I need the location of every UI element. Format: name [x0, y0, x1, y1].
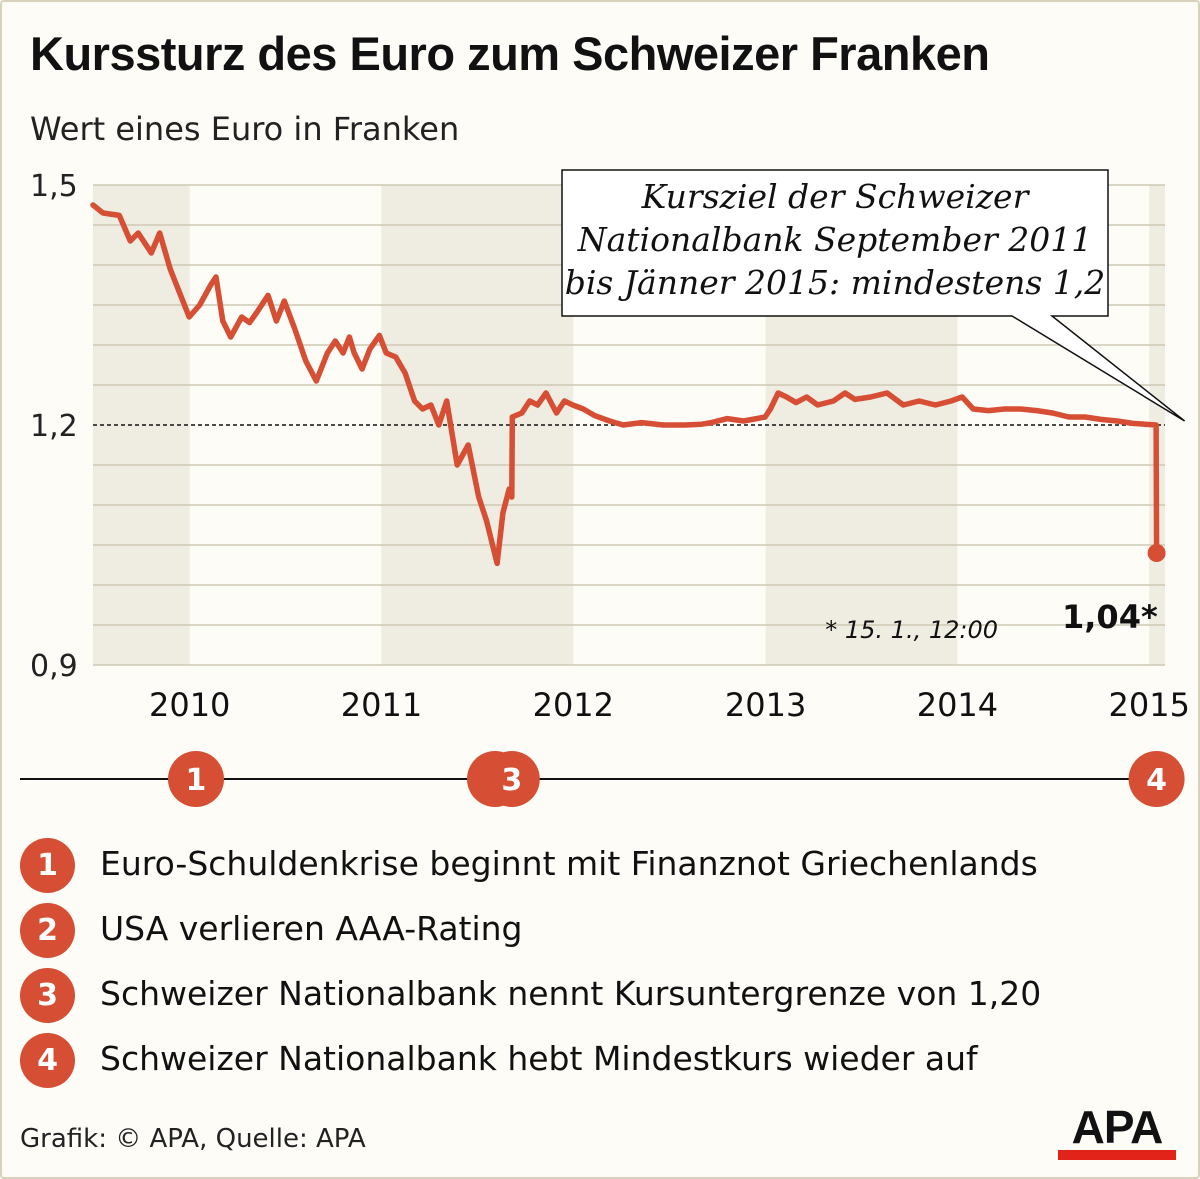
end-value-label: 1,04*	[1062, 598, 1158, 636]
x-tick-label: 2011	[341, 686, 422, 724]
y-tick-label: 1,5	[30, 169, 78, 204]
apa-logo: APA	[1058, 1104, 1176, 1160]
event-marker-number: 4	[1146, 763, 1167, 798]
end-point-marker	[1147, 544, 1166, 562]
callout-text-line: Nationalbank September 2011	[577, 220, 1093, 259]
y-tick-label: 1,2	[30, 409, 78, 444]
exchange-rate-chart: 1,5 1,2 0,9 2010 2011 2012 2013 2014 2015 Kursz…	[20, 169, 1190, 807]
event-legend: 1 Euro-Schuldenkrise beginnt mit Finanzn…	[20, 838, 1180, 1098]
legend-number-badge: 4	[20, 1033, 75, 1088]
callout-box	[561, 169, 1186, 422]
legend-item: 3 Schweizer Nationalbank nennt Kursunter…	[20, 968, 1180, 1023]
x-tick-label: 2012	[533, 686, 614, 724]
legend-number-badge: 1	[20, 838, 75, 893]
source-credit: Grafik: © APA, Quelle: APA	[20, 1124, 366, 1154]
logo-bar	[1058, 1150, 1176, 1160]
event-marker-number: 1	[186, 763, 207, 798]
legend-text: Schweizer Nationalbank hebt Mindestkurs …	[100, 1039, 978, 1078]
legend-item: 2 USA verlieren AAA-Rating	[20, 903, 1180, 958]
legend-text: Euro-Schuldenkrise beginnt mit Finanznot…	[100, 844, 1038, 883]
page-title: Kurssturz des Euro zum Schweizer Franken	[30, 27, 990, 80]
event-marker	[167, 751, 224, 807]
chart-subtitle: Wert eines Euro in Franken	[30, 110, 460, 148]
y-tick-label: 0,9	[30, 649, 78, 684]
callout-text-line: Kursziel der Schweizer	[641, 177, 1031, 216]
x-axis-ticks: 2010 2011 2012 2013 2014 2015	[149, 686, 1190, 724]
legend-item: 1 Euro-Schuldenkrise beginnt mit Finanzn…	[20, 838, 1180, 893]
footnote: * 15. 1., 12:00	[825, 616, 998, 644]
legend-text: Schweizer Nationalbank nennt Kursuntergr…	[100, 974, 1042, 1013]
series-group	[90, 202, 1166, 567]
x-tick-label: 2014	[917, 686, 998, 724]
legend-number-badge: 2	[20, 903, 75, 958]
callout-text-line: bis Jänner 2015: mindestens 1,2	[565, 263, 1106, 302]
legend-number-badge: 3	[20, 968, 75, 1023]
event-marker-number: 3	[501, 763, 522, 798]
annotation-callout: Kursziel der Schweizer Nationalbank Septe…	[561, 169, 1186, 422]
logo-text: APA	[1071, 1101, 1164, 1153]
legend-text: USA verlieren AAA-Rating	[100, 909, 523, 948]
y-axis-ticks: 1,5 1,2 0,9	[30, 169, 78, 684]
event-marker	[483, 751, 540, 807]
x-tick-label: 2015	[1109, 686, 1190, 724]
x-tick-label: 2013	[725, 686, 806, 724]
chart-labels: 1,04* * 15. 1., 12:00	[825, 598, 1158, 644]
event-marker	[1128, 751, 1185, 807]
series-line	[90, 202, 1160, 567]
legend-item: 4 Schweizer Nationalbank hebt Mindestkur…	[20, 1033, 1180, 1088]
x-tick-label: 2010	[149, 686, 230, 724]
event-timeline: 1234	[20, 751, 1185, 807]
